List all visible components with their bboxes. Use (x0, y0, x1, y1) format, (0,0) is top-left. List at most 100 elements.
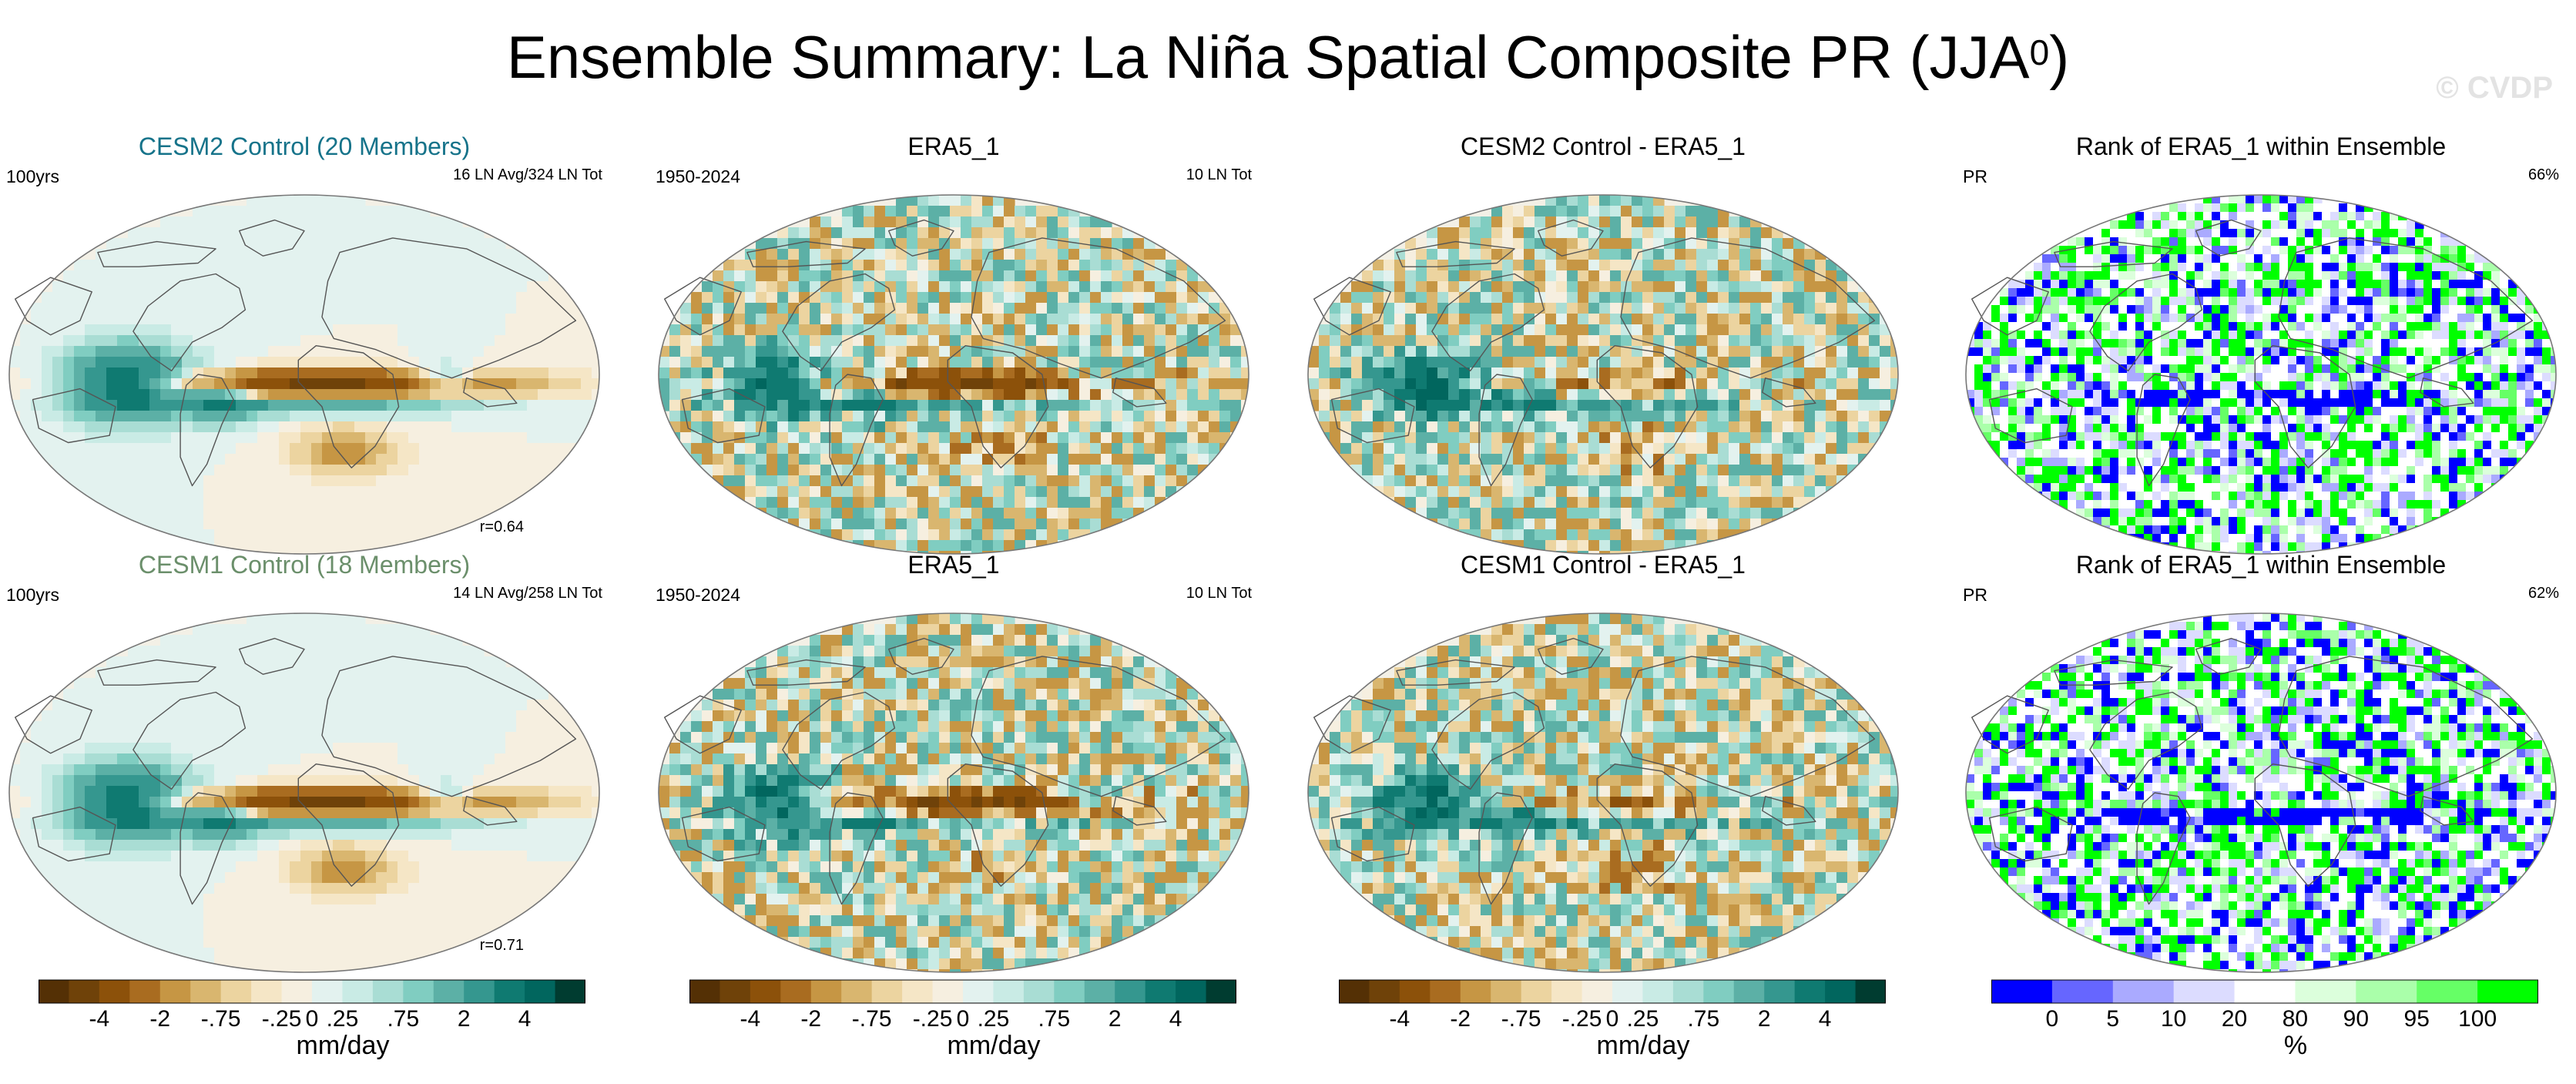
map-cell (2110, 263, 2119, 272)
map-cell (247, 357, 258, 368)
map-cell (408, 432, 420, 444)
map-cell (1176, 324, 1188, 336)
map-cell (1783, 389, 1794, 401)
map-cell (799, 292, 810, 304)
map-cell (864, 206, 875, 217)
map-cell (344, 367, 355, 379)
map-cell (473, 346, 485, 357)
map-cell (1836, 378, 1848, 390)
map-cell (1330, 324, 1341, 336)
map-cell (139, 270, 150, 282)
map-cell (842, 324, 854, 336)
map-cell (756, 238, 767, 250)
map-cell (1405, 346, 1417, 357)
map-cell (928, 195, 940, 206)
map-cell (225, 335, 236, 347)
map-cell (2262, 220, 2272, 230)
map-cell (1079, 519, 1091, 530)
map-cell (1567, 443, 1578, 455)
map-cell (484, 292, 495, 304)
map-cell (96, 281, 107, 293)
map-cell (2059, 271, 2068, 280)
map-cell (2262, 288, 2272, 297)
map-cell (441, 497, 452, 508)
map-cell (820, 497, 832, 508)
map-cell (408, 443, 420, 455)
map-cell (495, 432, 506, 444)
map-cell (2262, 280, 2272, 289)
map-cell (1036, 443, 1048, 455)
map-cell (1772, 281, 1783, 293)
map-cell (1739, 475, 1751, 487)
map-cell (1209, 465, 1220, 476)
map-cell (2101, 263, 2111, 272)
map-cell (1556, 465, 1568, 476)
map-cell (268, 475, 280, 487)
map-cell (745, 475, 756, 487)
map-cell (160, 454, 172, 465)
map-cell (1567, 411, 1578, 422)
map-cell (344, 529, 355, 541)
map-cell (810, 529, 821, 541)
map-cell (268, 270, 280, 282)
map-cell (430, 508, 441, 519)
map-cell (236, 400, 247, 411)
map-cell (505, 249, 517, 260)
map-cell (1675, 292, 1686, 304)
map-cell (1166, 324, 1177, 336)
map-cell (160, 216, 172, 228)
map-cell (2161, 280, 2170, 289)
map-cell (397, 314, 409, 325)
map-cell (766, 475, 778, 487)
map-cell (1610, 443, 1622, 455)
map-cell (1567, 389, 1578, 401)
map-cell (1718, 378, 1729, 390)
map-cell (1176, 475, 1188, 487)
map-cell (734, 314, 746, 325)
map-cell (885, 465, 897, 476)
map-cell (1610, 508, 1622, 519)
map-cell (2432, 229, 2441, 238)
map-cell (1219, 454, 1231, 465)
map-cell (1685, 421, 1697, 433)
map-cell (1122, 270, 1134, 282)
map-cell (971, 443, 983, 455)
map-cell (1198, 314, 1209, 325)
map-cell (311, 357, 323, 368)
map-cell (1826, 497, 1837, 508)
map-cell (149, 411, 161, 422)
map-cell (247, 519, 258, 530)
map-cell (257, 475, 269, 487)
map-cell (1535, 486, 1546, 498)
map-cell (1556, 497, 1568, 508)
map-cell (1047, 324, 1058, 336)
map-cell (1567, 281, 1578, 293)
map-cell (63, 465, 75, 476)
map-cell (559, 421, 571, 433)
map-cell (441, 443, 452, 455)
map-cell (1599, 540, 1611, 552)
map-cell (85, 432, 96, 444)
map-cell (1783, 238, 1794, 250)
map-cell (9, 357, 21, 368)
map-cell (1330, 378, 1341, 390)
map-cell (885, 389, 897, 401)
map-cell (1502, 270, 1514, 282)
map-cell (279, 465, 290, 476)
map-cell (1729, 281, 1740, 293)
map-cell (2246, 280, 2255, 289)
map-cell (723, 335, 735, 347)
map-cell (1198, 367, 1209, 379)
map-cell (950, 551, 961, 554)
map-cell (333, 529, 344, 541)
map-cell (516, 465, 528, 476)
map-cell (106, 421, 118, 433)
map-cell (1696, 367, 1708, 379)
map-cell (2330, 212, 2340, 221)
map-cell (842, 249, 854, 260)
map-cell (864, 378, 875, 390)
map-cell (1394, 443, 1406, 455)
map-cell (2322, 263, 2331, 272)
map-cell (1632, 292, 1643, 304)
map-cell (376, 335, 387, 347)
